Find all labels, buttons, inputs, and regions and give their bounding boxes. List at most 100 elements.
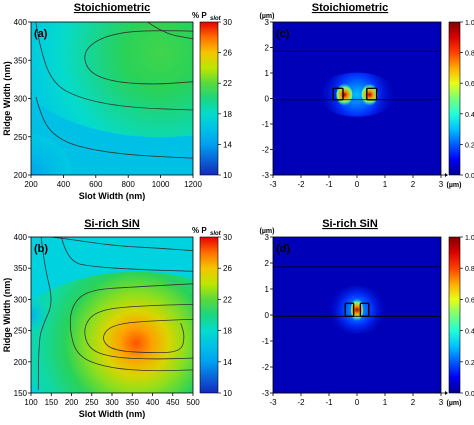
x-tick-label: 600: [89, 180, 103, 189]
field-hotspot: [361, 83, 378, 106]
x-axis-arrowhead: [445, 391, 448, 395]
x-tick-label: 0: [355, 180, 360, 189]
colorbar-tick-label: 22: [223, 295, 232, 304]
colorbar: [199, 236, 219, 394]
colorbar-tick-label: 14: [223, 358, 232, 367]
colorbar-tick-label: 10: [223, 389, 232, 398]
y-tick-label: 200: [14, 358, 28, 367]
x-tick-label: -3: [269, 398, 277, 407]
x-axis-arrowhead: [445, 173, 448, 177]
colorbar-label-subscript: slot: [210, 231, 222, 237]
waveguide-rail: [332, 87, 344, 101]
heatmap-field: [31, 271, 193, 393]
x-axis-label: Slot Width (nm): [79, 409, 145, 419]
colorbar-tick-label: 0.0: [465, 391, 474, 398]
x-axis-label: (µm): [447, 182, 462, 189]
x-tick-label: 300: [105, 398, 119, 407]
colorbar-tick-label: 18: [223, 327, 232, 336]
x-tick-label: 400: [146, 398, 160, 407]
y-tick-label: 250: [14, 327, 28, 336]
x-tick-label: 1: [383, 180, 388, 189]
x-tick-label: 1200: [184, 180, 202, 189]
contour-line: [84, 30, 193, 85]
x-tick-label: 1000: [152, 180, 170, 189]
x-tick-label: 200: [24, 180, 38, 189]
contour-line: [84, 304, 193, 360]
heatmap-low-region: [31, 237, 51, 393]
colorbar-label-subscript: slot: [210, 16, 222, 22]
chart-title: Stoichiometric: [74, 2, 150, 14]
waveguide-rail: [366, 87, 378, 101]
y-tick-label: 0: [265, 95, 270, 104]
colorbar-tick-label: 0.0: [465, 173, 474, 180]
chart-title: Si-rich SiN: [322, 218, 378, 230]
field-hotspot: [336, 83, 353, 106]
x-tick-label: 3: [439, 398, 444, 407]
contour-line: [35, 96, 193, 159]
y-tick-label: 3: [265, 18, 270, 27]
y-tick-label: 300: [14, 95, 28, 104]
colorbar-tick-label: 22: [223, 79, 232, 88]
colorbar-tick-label: 0.4: [465, 112, 474, 119]
x-tick-label: -3: [269, 180, 277, 189]
colorbar-tick-label: 18: [223, 110, 232, 119]
x-axis-label: Slot Width (nm): [79, 191, 145, 201]
plot-area: [31, 22, 193, 175]
waveguide-rail: [344, 302, 355, 317]
x-tick-label: 0: [355, 398, 360, 407]
y-tick-label: -2: [262, 363, 270, 372]
y-tick-label: 200: [14, 171, 28, 180]
y-tick-label: -1: [262, 337, 270, 346]
y-axis-label: Ridge Width (nm): [2, 61, 12, 135]
colorbar-tick-label: 10: [223, 171, 232, 180]
contour-line: [35, 22, 193, 111]
contour-line: [103, 319, 193, 354]
y-tick-label: 250: [14, 133, 28, 142]
x-tick-label: 500: [186, 398, 200, 407]
x-tick-label: -2: [297, 180, 305, 189]
contour-line: [61, 237, 193, 272]
colorbar-tick-label: 26: [223, 264, 232, 273]
y-tick-label: 400: [14, 233, 28, 242]
colorbar-tick-label: 30: [223, 233, 232, 242]
x-tick-label: 2: [411, 180, 416, 189]
x-tick-label: -1: [325, 180, 333, 189]
colorbar-tick-label: 1.0: [465, 235, 474, 242]
contour-line: [37, 237, 52, 390]
x-tick-label: 450: [166, 398, 180, 407]
x-tick-label: 150: [45, 398, 59, 407]
chart-title: Stoichiometric: [312, 2, 388, 14]
y-tick-label: 0: [265, 311, 270, 320]
y-tick-label: 150: [14, 389, 28, 398]
colorbar-tick-label: 0.6: [465, 81, 474, 88]
x-tick-label: 3: [439, 180, 444, 189]
y-tick-label: -1: [262, 120, 270, 129]
y-axis-label: Ridge Width (nm): [2, 278, 12, 352]
colorbar-tick-label: 0.2: [465, 142, 474, 149]
field-glow: [317, 72, 397, 117]
y-tick-label: 1: [265, 69, 270, 78]
contour-line: [147, 22, 193, 40]
colorbar: [448, 236, 461, 394]
x-tick-label: 1: [383, 398, 388, 407]
heatmap-low-region: [31, 134, 72, 175]
x-tick-label: 100: [24, 398, 38, 407]
plot-area: [31, 237, 193, 393]
contour-line: [69, 283, 193, 372]
y-tick-label: 400: [14, 18, 28, 27]
y-tick-label: 2: [265, 44, 270, 53]
y-axis-label: (µm): [260, 13, 275, 20]
x-tick-label: 800: [122, 180, 136, 189]
plot-area: [273, 22, 441, 175]
x-tick-label: 250: [85, 398, 99, 407]
y-tick-label: -2: [262, 146, 270, 155]
panel-label: (b): [34, 243, 48, 255]
y-tick-label: 2: [265, 259, 270, 268]
y-tick-label: -3: [262, 171, 270, 180]
y-tick-label: 350: [14, 264, 28, 273]
y-tick-label: -3: [262, 389, 270, 398]
y-tick-label: 300: [14, 295, 28, 304]
x-tick-label: 2: [411, 398, 416, 407]
x-tick-label: 400: [57, 180, 71, 189]
